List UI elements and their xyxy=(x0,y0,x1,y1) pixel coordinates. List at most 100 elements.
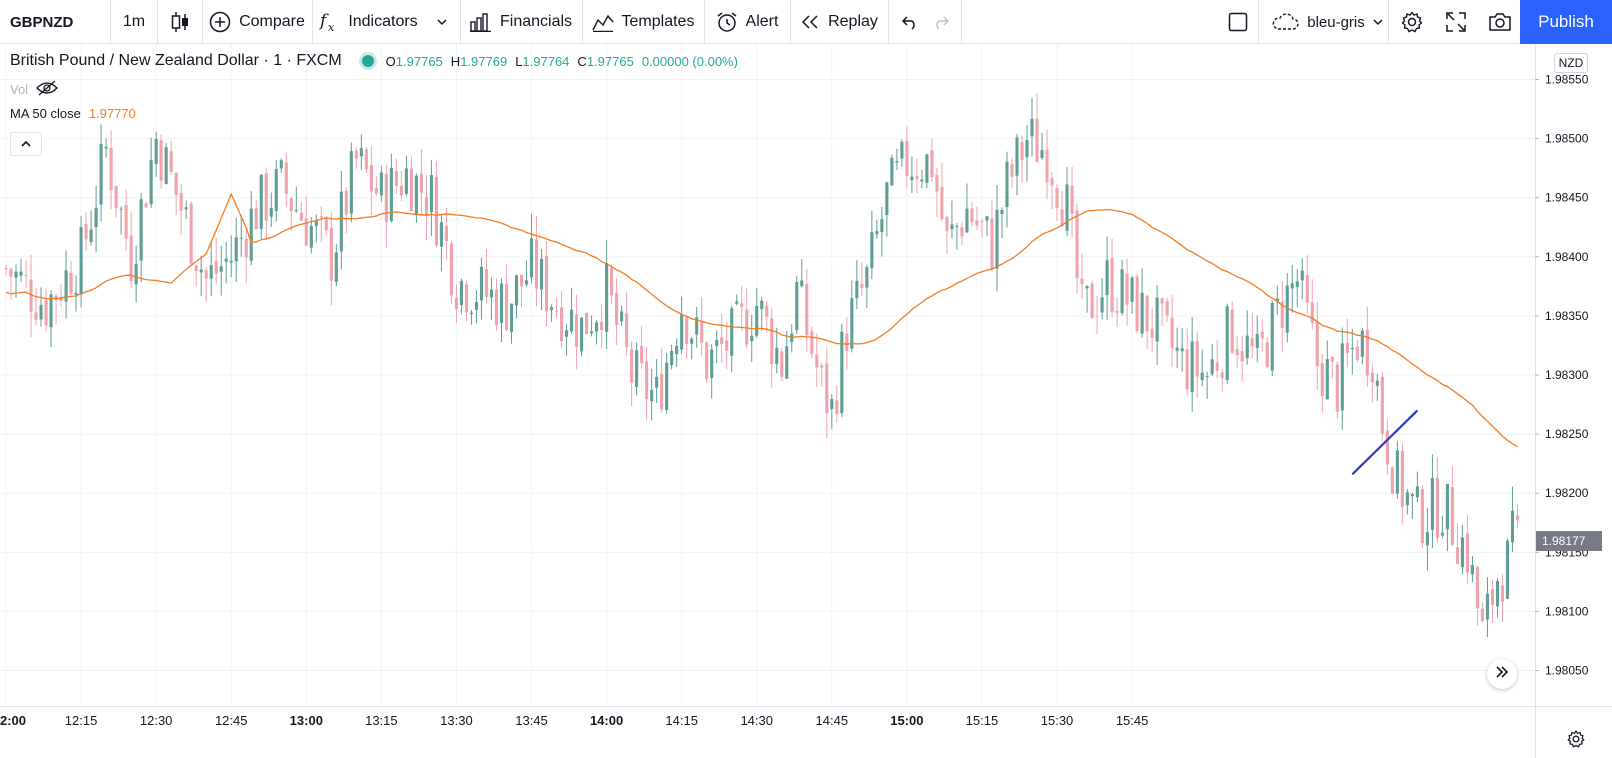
candle-body xyxy=(239,237,243,239)
alert-button[interactable]: Alert xyxy=(705,0,789,44)
candle-body xyxy=(84,223,88,240)
candle-body xyxy=(890,157,894,186)
undo-icon xyxy=(901,14,919,30)
candle-body xyxy=(279,160,283,169)
candle-body xyxy=(1335,364,1339,412)
candle-body xyxy=(1485,593,1490,620)
candle-body xyxy=(229,260,233,263)
symbol-description: British Pound / New Zealand Dollar · 1 ·… xyxy=(10,52,342,69)
candle-body xyxy=(1275,298,1279,302)
currency-badge[interactable]: NZD xyxy=(1554,53,1588,73)
candle-body xyxy=(905,140,909,176)
indicators-label: Indicators xyxy=(348,13,418,30)
price-tick-label: 1.98350 xyxy=(1545,309,1589,323)
camera-icon xyxy=(1488,12,1512,32)
undo-button[interactable] xyxy=(895,0,925,44)
candle-body xyxy=(635,350,639,387)
candle-body xyxy=(1515,515,1520,521)
candle-body xyxy=(700,320,704,343)
candle-body xyxy=(49,294,53,328)
chart-pane[interactable]: 1.98550 1.98500 1.98450 1.98400 1.98350 1.983… xyxy=(0,44,1612,758)
candle-body xyxy=(980,221,984,223)
candle-body xyxy=(369,165,373,192)
replay-button[interactable]: Replay xyxy=(791,0,887,44)
candle-body xyxy=(334,252,338,282)
candle-body xyxy=(1070,185,1074,214)
candle-body xyxy=(1415,486,1419,498)
candle-body xyxy=(1200,372,1204,380)
interval-button[interactable]: 1m xyxy=(111,0,157,44)
candle-body xyxy=(534,239,539,289)
candle-body xyxy=(935,174,939,192)
collapse-legend-button[interactable] xyxy=(10,132,42,156)
layout-button[interactable]: bleu-gris xyxy=(1262,0,1392,44)
candle-body xyxy=(1190,341,1194,393)
ma-legend[interactable]: MA 50 close 1.97770 xyxy=(10,106,136,121)
templates-button[interactable]: Templates xyxy=(583,0,703,44)
candle-body xyxy=(94,207,98,228)
snapshot-button[interactable] xyxy=(1480,0,1520,44)
eye-crossed-icon[interactable] xyxy=(36,80,58,99)
double-chevron-right-icon xyxy=(1495,665,1509,683)
svg-text:f: f xyxy=(318,11,329,31)
candle-body xyxy=(820,365,824,368)
toolbar-divider xyxy=(1388,0,1389,44)
candle-body xyxy=(775,347,779,365)
open-value: 1.97765 xyxy=(395,53,443,69)
fullscreen-button[interactable] xyxy=(1436,0,1476,44)
candle-body xyxy=(214,260,218,274)
symbol-search-button[interactable]: GBPNZD xyxy=(0,0,110,44)
rewind-icon xyxy=(800,14,820,30)
indicators-dropdown-button[interactable] xyxy=(433,0,451,44)
compare-button[interactable]: Compare xyxy=(203,0,311,44)
volume-legend[interactable]: Vol xyxy=(10,80,58,99)
toolbar-divider xyxy=(460,0,461,44)
candle-body xyxy=(1230,309,1234,353)
candle-body xyxy=(750,335,754,342)
candle-body xyxy=(1215,362,1219,371)
price-chart[interactable]: 1.98550 1.98500 1.98450 1.98400 1.98350 1.983… xyxy=(0,44,1612,758)
time-tick-label: 12:15 xyxy=(65,713,98,728)
candle-body xyxy=(815,354,819,368)
scroll-to-realtime-button[interactable] xyxy=(1487,659,1517,689)
candle-body xyxy=(1260,331,1264,339)
publish-button[interactable]: Publish xyxy=(1520,0,1612,44)
candle-body xyxy=(1105,260,1109,296)
candle-body xyxy=(109,147,113,191)
chart-style-button[interactable] xyxy=(158,0,202,44)
time-tick-label: 15:00 xyxy=(890,713,923,728)
candle-body xyxy=(1395,450,1399,494)
candle-body xyxy=(1500,585,1505,602)
candle-body xyxy=(1410,493,1414,497)
candle-body xyxy=(1300,270,1304,281)
candle-body xyxy=(324,218,328,231)
candle-body xyxy=(1035,118,1039,162)
redo-icon xyxy=(932,14,950,30)
candle-body xyxy=(329,227,333,281)
candle-body xyxy=(1305,275,1309,303)
price-tick-label: 1.98550 xyxy=(1545,72,1589,86)
candle-body xyxy=(529,238,534,278)
time-tick-label: 13:00 xyxy=(290,713,323,728)
candle-body xyxy=(1440,532,1444,536)
candle-body xyxy=(544,256,549,312)
candle-body xyxy=(730,308,734,356)
toggle-panel-button[interactable] xyxy=(1220,0,1256,44)
high-key: H xyxy=(450,53,461,69)
candle-body xyxy=(645,361,649,400)
candle-body xyxy=(459,280,464,306)
candle-body xyxy=(825,363,829,414)
candle-body xyxy=(655,376,659,388)
redo-button[interactable] xyxy=(926,0,956,44)
financials-button[interactable]: Financials xyxy=(461,0,581,44)
candle-body xyxy=(910,176,914,181)
axis-settings-button[interactable] xyxy=(1562,728,1590,754)
settings-button[interactable] xyxy=(1392,0,1432,44)
candle-body xyxy=(650,389,654,402)
candle-body xyxy=(14,271,18,278)
candle-body xyxy=(274,169,278,212)
toolbar-divider xyxy=(110,0,111,44)
candle-body xyxy=(259,174,263,229)
